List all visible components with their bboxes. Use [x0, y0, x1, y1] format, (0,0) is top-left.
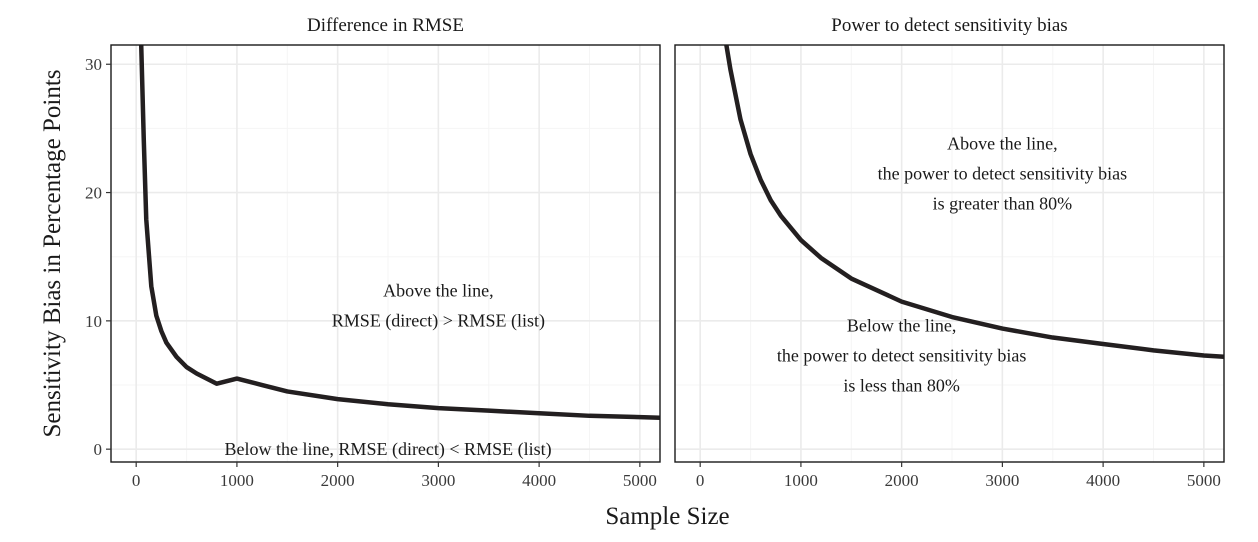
x-tick-label: 3000 [985, 471, 1019, 490]
panel-difference-in-rmse: Difference in RMSE Above the line, RMSE (… [110, 15, 661, 490]
y-tick-label: 0 [94, 440, 103, 459]
y-tick-label: 20 [85, 184, 102, 203]
annotation-text: Below the line, RMSE (direct) < RMSE (li… [224, 439, 551, 460]
y-tick-label: 30 [85, 55, 102, 74]
x-tick-label: 1000 [784, 471, 818, 490]
x-tick-label: 5000 [623, 471, 657, 490]
panel-annotations: Above the line, the power to detect sensi… [777, 133, 1127, 395]
x-tick-label: 4000 [1086, 471, 1120, 490]
annotation-text: Above the line, [947, 133, 1057, 153]
x-tick-label: 1000 [220, 471, 254, 490]
annotation-text: is less than 80% [843, 376, 960, 396]
y-axis-title: Sensitivity Bias in Percentage Points [39, 69, 66, 437]
y-tick-label: 10 [85, 312, 102, 331]
annotation-text: the power to detect sensitivity bias [777, 346, 1026, 366]
annotation-text: is greater than 80% [933, 193, 1072, 213]
panel-title-power: Power to detect sensitivity bias [831, 15, 1067, 36]
x-axis-title: Sample Size [605, 503, 729, 530]
annotation-text: Above the line, [383, 281, 493, 301]
x-tick-label: 0 [132, 471, 141, 490]
y-axis-ticks: 0 10 20 30 [85, 55, 111, 459]
annotation-text: RMSE (direct) > RMSE (list) [332, 311, 545, 332]
x-tick-label: 5000 [1187, 471, 1221, 490]
x-tick-label: 3000 [421, 471, 455, 490]
panel-annotations: Above the line, RMSE (direct) > RMSE (lis… [224, 281, 551, 461]
series-line [724, 44, 1225, 360]
x-tick-label: 2000 [321, 471, 355, 490]
x-axis-ticks: 0 1000 2000 3000 4000 5000 [132, 462, 657, 490]
panel-power-to-detect-sensitivity-bias: Power to detect sensitivity bias Above t… [674, 15, 1225, 490]
series-line [138, 44, 661, 420]
panel-border [674, 44, 1225, 463]
x-tick-label: 4000 [522, 471, 556, 490]
x-tick-label: 0 [696, 471, 705, 490]
annotation-text: the power to detect sensitivity bias [878, 163, 1127, 183]
x-axis-ticks: 0 1000 2000 3000 4000 5000 [696, 462, 1221, 490]
panel-border [110, 44, 661, 463]
x-tick-label: 2000 [885, 471, 919, 490]
panel-grid [111, 45, 660, 462]
annotation-text: Below the line, [847, 316, 956, 336]
panel-grid [675, 45, 1224, 462]
panel-title-difference-in-rmse: Difference in RMSE [307, 15, 464, 36]
